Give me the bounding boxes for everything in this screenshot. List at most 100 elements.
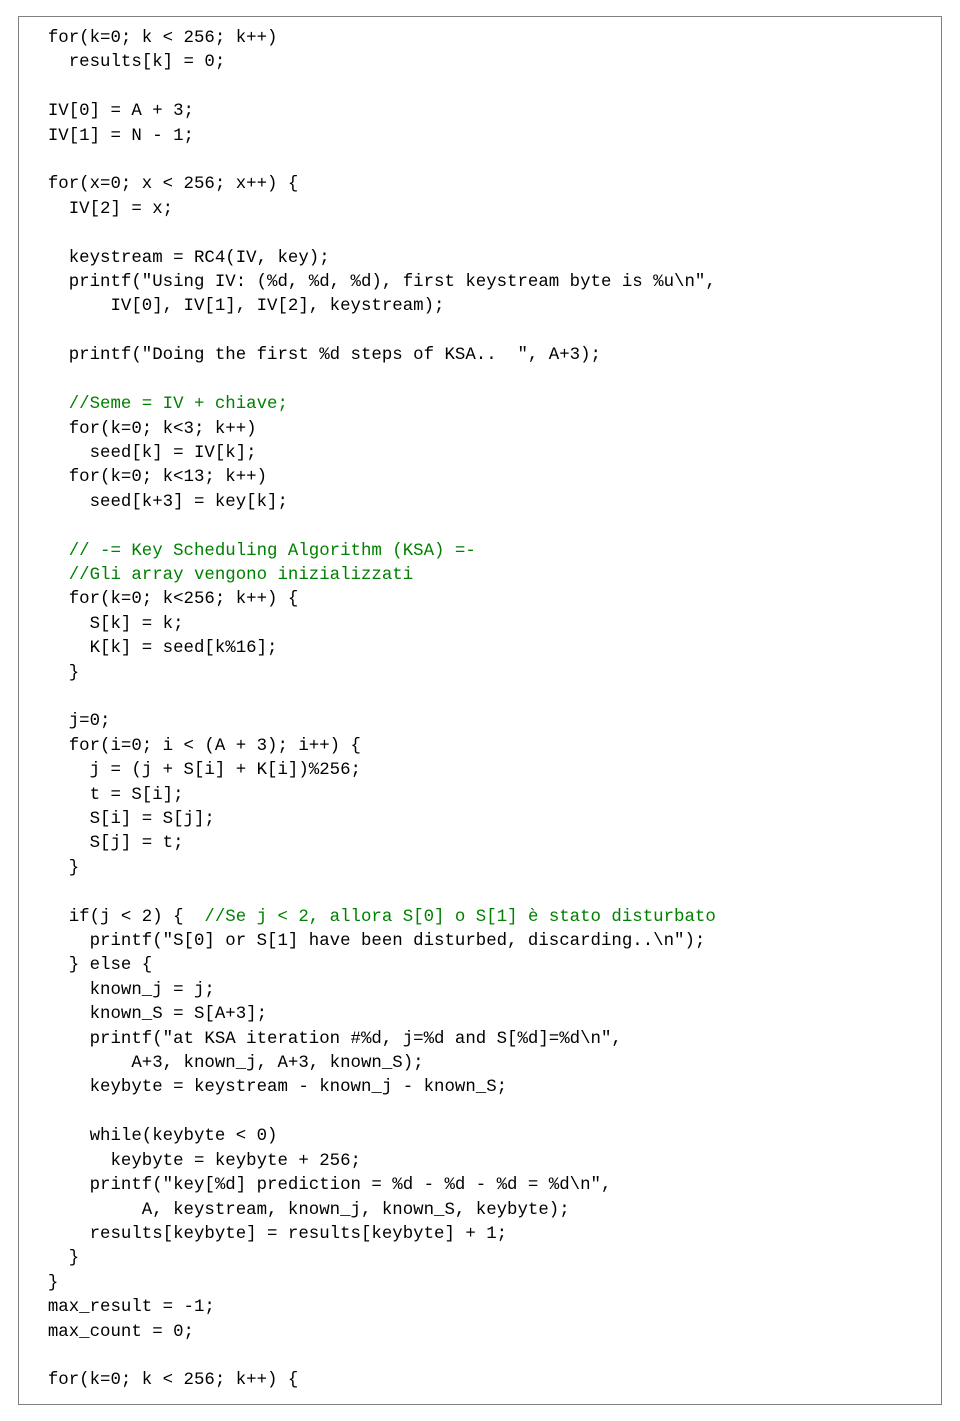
code-line — [27, 515, 933, 539]
code-line: seed[k+3] = key[k]; — [27, 491, 933, 515]
code-line: printf("key[%d] prediction = %d - %d - %… — [27, 1174, 933, 1198]
code-token: } — [27, 1249, 79, 1268]
code-token: for(k=0; k < 256; k++) — [27, 29, 277, 48]
code-token: S[k] = k; — [27, 615, 184, 634]
code-line: printf("Doing the first %d steps of KSA.… — [27, 344, 933, 368]
code-line: A+3, known_j, A+3, known_S); — [27, 1052, 933, 1076]
code-token: } — [27, 664, 79, 683]
code-token: printf("Doing the first %d steps of KSA.… — [27, 346, 601, 365]
code-line: j=0; — [27, 710, 933, 734]
code-token: IV[0], IV[1], IV[2], keystream); — [27, 297, 444, 316]
code-token: for(k=0; k<13; k++) — [27, 468, 267, 487]
code-token: IV[1] = N - 1; — [27, 127, 194, 146]
code-line: for(i=0; i < (A + 3); i++) { — [27, 735, 933, 759]
code-line: // -= Key Scheduling Algorithm (KSA) =- — [27, 540, 933, 564]
code-line: for(k=0; k<13; k++) — [27, 466, 933, 490]
code-line — [27, 369, 933, 393]
code-token: } else { — [27, 956, 152, 975]
code-line: //Seme = IV + chiave; — [27, 393, 933, 417]
code-line: max_result = -1; — [27, 1296, 933, 1320]
code-token: IV[0] = A + 3; — [27, 102, 194, 121]
code-comment: //Seme = IV + chiave; — [69, 395, 288, 414]
code-token: max_result = -1; — [27, 1298, 215, 1317]
code-line — [27, 320, 933, 344]
code-comment: // -= Key Scheduling Algorithm (KSA) =- — [69, 542, 476, 561]
code-line: results[k] = 0; — [27, 51, 933, 75]
code-token: printf("at KSA iteration #%d, j=%d and S… — [27, 1030, 622, 1049]
code-comment: //Se j < 2, allora S[0] o S[1] è stato d… — [204, 908, 715, 927]
code-line — [27, 76, 933, 100]
code-token: j = (j + S[i] + K[i])%256; — [27, 761, 361, 780]
code-token: seed[k] = IV[k]; — [27, 444, 257, 463]
code-line — [27, 1345, 933, 1369]
code-line: keybyte = keystream - known_j - known_S; — [27, 1076, 933, 1100]
code-token: for(x=0; x < 256; x++) { — [27, 175, 298, 194]
code-token: S[i] = S[j]; — [27, 810, 215, 829]
code-line: IV[0] = A + 3; — [27, 100, 933, 124]
code-token: j=0; — [27, 712, 111, 731]
code-line: known_S = S[A+3]; — [27, 1003, 933, 1027]
code-line: } — [27, 1272, 933, 1296]
code-line: S[j] = t; — [27, 832, 933, 856]
code-line — [27, 1101, 933, 1125]
code-line: if(j < 2) { //Se j < 2, allora S[0] o S[… — [27, 906, 933, 930]
code-line: printf("Using IV: (%d, %d, %d), first ke… — [27, 271, 933, 295]
code-line: for(x=0; x < 256; x++) { — [27, 173, 933, 197]
code-token: if(j < 2) { — [27, 908, 204, 927]
code-line: for(k=0; k<3; k++) — [27, 418, 933, 442]
code-line: IV[1] = N - 1; — [27, 125, 933, 149]
code-line: results[keybyte] = results[keybyte] + 1; — [27, 1223, 933, 1247]
code-token: max_count = 0; — [27, 1323, 194, 1342]
code-line: known_j = j; — [27, 979, 933, 1003]
code-token — [27, 542, 69, 561]
code-token: S[j] = t; — [27, 834, 184, 853]
code-line — [27, 222, 933, 246]
code-line — [27, 686, 933, 710]
code-line: max_count = 0; — [27, 1321, 933, 1345]
code-line: seed[k] = IV[k]; — [27, 442, 933, 466]
code-token: printf("key[%d] prediction = %d - %d - %… — [27, 1176, 611, 1195]
code-listing: for(k=0; k < 256; k++) results[k] = 0; I… — [27, 27, 933, 1394]
code-token: printf("Using IV: (%d, %d, %d), first ke… — [27, 273, 716, 292]
code-comment: //Gli array vengono inizializzati — [69, 566, 413, 585]
code-token: known_S = S[A+3]; — [27, 1005, 267, 1024]
code-line: while(keybyte < 0) — [27, 1125, 933, 1149]
code-token: results[keybyte] = results[keybyte] + 1; — [27, 1225, 507, 1244]
code-line: A, keystream, known_j, known_S, keybyte)… — [27, 1199, 933, 1223]
code-line: IV[2] = x; — [27, 198, 933, 222]
code-line: keystream = RC4(IV, key); — [27, 247, 933, 271]
code-line: } else { — [27, 954, 933, 978]
code-line: K[k] = seed[k%16]; — [27, 637, 933, 661]
code-line: for(k=0; k < 256; k++) { — [27, 1369, 933, 1393]
code-line: S[i] = S[j]; — [27, 808, 933, 832]
code-token: for(k=0; k<3; k++) — [27, 420, 257, 439]
code-line: } — [27, 857, 933, 881]
code-token: results[k] = 0; — [27, 53, 225, 72]
code-token: t = S[i]; — [27, 786, 184, 805]
code-line — [27, 149, 933, 173]
code-line — [27, 881, 933, 905]
code-line: printf("at KSA iteration #%d, j=%d and S… — [27, 1028, 933, 1052]
code-line: printf("S[0] or S[1] have been disturbed… — [27, 930, 933, 954]
code-token: } — [27, 1274, 58, 1293]
code-line: //Gli array vengono inizializzati — [27, 564, 933, 588]
code-line: for(k=0; k<256; k++) { — [27, 588, 933, 612]
code-token: while(keybyte < 0) — [27, 1127, 277, 1146]
code-token: keybyte = keystream - known_j - known_S; — [27, 1078, 507, 1097]
code-line: keybyte = keybyte + 256; — [27, 1150, 933, 1174]
code-token: IV[2] = x; — [27, 200, 173, 219]
code-token: for(k=0; k<256; k++) { — [27, 590, 298, 609]
code-line: j = (j + S[i] + K[i])%256; — [27, 759, 933, 783]
code-token: keystream = RC4(IV, key); — [27, 249, 330, 268]
code-frame: for(k=0; k < 256; k++) results[k] = 0; I… — [18, 16, 942, 1405]
code-line: } — [27, 1247, 933, 1271]
code-line: IV[0], IV[1], IV[2], keystream); — [27, 295, 933, 319]
code-token: K[k] = seed[k%16]; — [27, 639, 277, 658]
code-token: keybyte = keybyte + 256; — [27, 1152, 361, 1171]
code-token: printf("S[0] or S[1] have been disturbed… — [27, 932, 705, 951]
code-token: for(i=0; i < (A + 3); i++) { — [27, 737, 361, 756]
code-token — [27, 395, 69, 414]
code-token: for(k=0; k < 256; k++) { — [27, 1371, 298, 1390]
code-line: S[k] = k; — [27, 613, 933, 637]
code-token: } — [27, 859, 79, 878]
